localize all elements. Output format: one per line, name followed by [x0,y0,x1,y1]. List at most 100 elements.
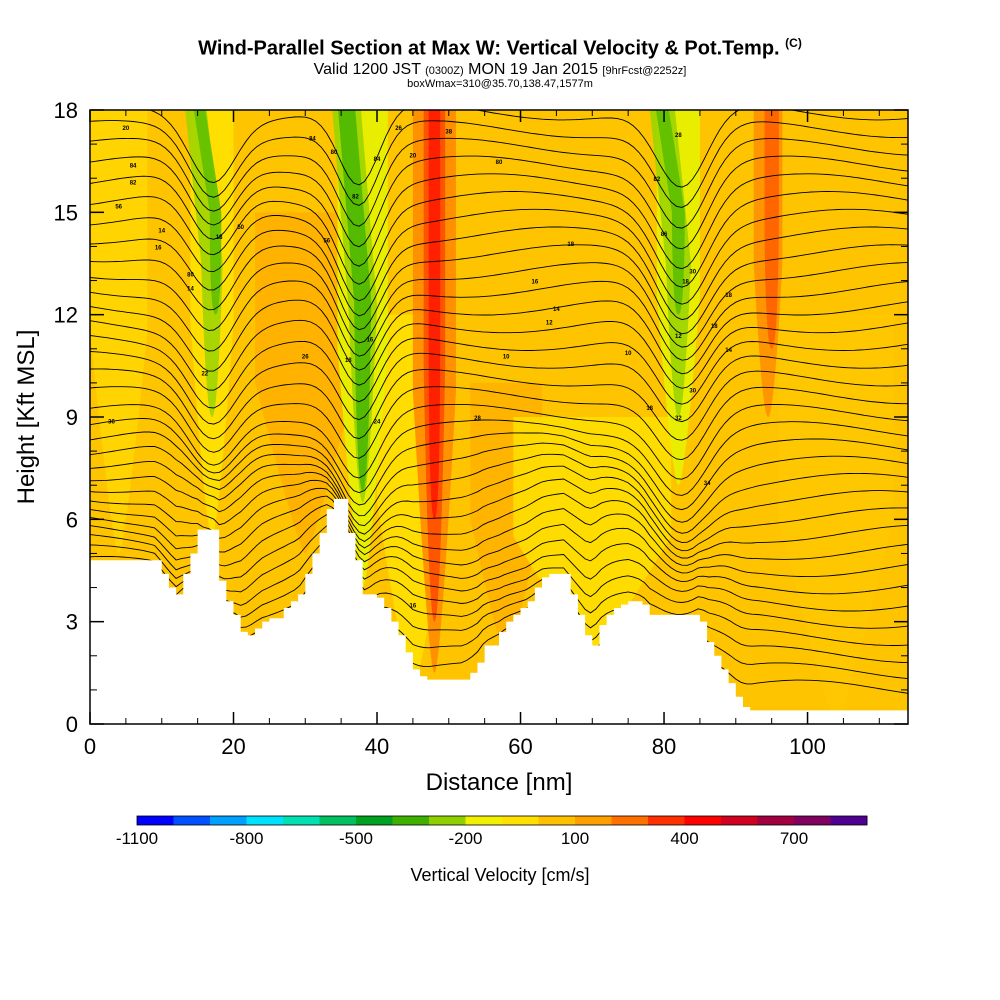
chart-box-info: boxWmax=310@35.70,138.47,1577m [407,78,593,90]
contour-label: 34 [704,481,711,487]
y-tick-label: 15 [54,200,78,225]
contour-label: 12 [546,320,553,326]
velocity-band [90,110,148,554]
colorbar-swatch [538,816,576,825]
theta-contour-line [90,280,908,361]
colorbar-swatch [465,816,503,825]
theta-contour-line [90,386,908,461]
contour-label: 80 [496,160,503,166]
theta-contour-line [90,442,908,523]
colorbar-swatch [648,816,685,825]
contour-label: 56 [323,239,330,245]
y-tick-label: 3 [66,610,78,635]
colorbar-tick-label: 700 [780,829,808,848]
colorbar-swatch [137,816,174,825]
theta-contour-line [90,351,908,425]
theta-contour-line [148,110,908,188]
colorbar-tick-label: 400 [670,829,698,848]
colorbar-tick-label: 100 [561,829,589,848]
velocity-band [764,110,779,349]
contour-label: 82 [130,181,137,187]
x-tick-label: 40 [365,734,389,759]
contour-label: 16 [155,245,162,251]
velocity-band [778,314,894,724]
y-axis-label: Height [Kft MSL] [13,330,40,505]
contour-label: 84 [130,164,137,170]
theta-contour-line [90,319,908,391]
theta-contour-line [90,226,908,321]
contour-label: 26 [395,126,402,132]
x-tick-label: 20 [221,734,245,759]
colorbar-swatch [210,816,247,825]
y-tick-label: 12 [54,303,78,328]
contour-label: 20 [410,153,417,159]
chart-title: Wind-Parallel Section at Max W: Vertical… [198,36,802,60]
terrain [90,498,908,724]
terrain-fill [90,498,908,724]
contour-label: 32 [675,416,682,422]
contour-label: 16 [532,280,539,286]
colorbar-swatch [502,816,539,825]
contour-label: 30 [689,389,696,395]
contour-label: 86 [661,232,668,238]
contour-label: 22 [201,372,208,378]
colorbar-swatch [611,816,649,825]
contour-label: 56 [115,205,122,211]
contour-label: 14 [158,228,165,234]
contour-label: 30 [689,269,696,275]
contour-label: 14 [553,307,560,313]
colorbar-swatch [429,816,466,825]
contour-label: 20 [123,126,130,132]
contour-label: 82 [654,177,661,183]
contour-label: 26 [302,355,309,361]
colorbar-tick-label: -800 [229,829,263,848]
x-tick-label: 60 [508,734,532,759]
contour-label: 16 [410,604,417,610]
theta-contours [90,110,908,694]
contour-label: 18 [567,242,574,248]
colorbar-tick-label: -200 [448,829,482,848]
velocity-band [655,110,685,315]
colorbar-swatch [319,816,357,825]
theta-contour-line [90,453,908,534]
contour-label: 80 [331,150,338,156]
contour-labels: 20 84 80 84 82 26 56 82 80 84 82 28 14 16 18 50 56 86 80 14… [108,126,732,610]
colorbar-swatch [575,816,612,825]
contour-label: 80 [187,273,194,279]
colorbar-swatch [684,816,722,825]
theta-contour-line [90,504,908,578]
colorbar-swatch [830,816,868,825]
theta-contour-line [90,299,908,375]
theta-contour-line [90,465,908,544]
contour-label: 28 [474,416,481,422]
x-axis-label: Distance [nm] [426,769,573,796]
contour-label: 18 [216,235,223,241]
contour-label: 16 [366,338,373,344]
x-tick-label: 100 [789,734,826,759]
theta-contour-line [90,368,908,441]
contour-label: 36 [108,419,115,425]
contour-label: 82 [352,194,359,200]
y-tick-label: 0 [66,712,78,737]
colorbar-tick-label: -1100 [116,829,158,848]
theta-contour-line [90,418,908,496]
contour-label: 28 [675,133,682,139]
colorbar-frame [136,815,868,826]
velocity-band [338,110,372,493]
y-tick-label: 6 [66,507,78,532]
contour-label: 50 [237,225,244,231]
x-tick-label: 80 [652,734,676,759]
theta-contour-line [90,244,908,335]
contour-label: 14 [725,348,732,354]
contour-label: 84 [374,157,381,163]
contour-label: 18 [345,358,352,364]
contour-label: 12 [675,334,682,340]
colorbar: -1100 -800 -500 -200 100 400 700 [116,815,868,848]
y-tick-label: 9 [66,405,78,430]
theta-contour-line [90,120,908,208]
colorbar-tick-label: -500 [339,829,373,848]
contour-label: 14 [187,286,194,292]
chart-subtitle: Valid 1200 JST (0300Z) MON 19 Jan 2015 [… [313,61,687,78]
